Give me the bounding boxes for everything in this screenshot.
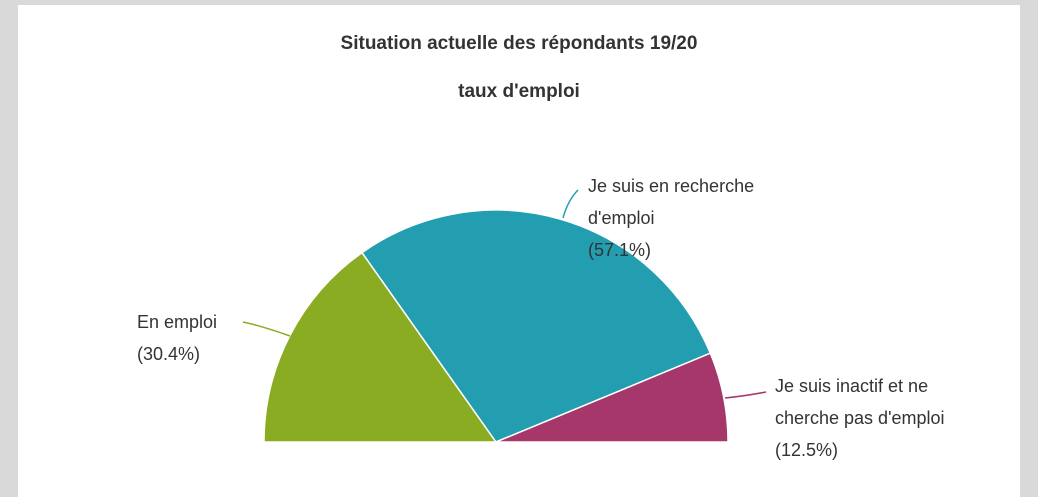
- label-name: Je suis inactif et ne cherche pas d'empl…: [775, 376, 945, 428]
- chart-subtitle: taux d'emploi: [458, 81, 580, 102]
- data-label: En emploi (30.4%): [137, 306, 247, 370]
- slice: [495, 352, 729, 443]
- leader-line: [724, 391, 767, 399]
- label-name: Je suis en recherche d'emploi: [588, 176, 755, 228]
- chart-title: Situation actuelle des répondants 19/20: [340, 33, 698, 54]
- leader-line: [562, 189, 579, 219]
- label-value: (30.4%): [137, 344, 201, 364]
- leader-line: [242, 321, 291, 337]
- label-value: (12.5%): [775, 440, 839, 460]
- slice: [360, 209, 712, 443]
- data-label: Je suis en recherche d'emploi (57.1%): [588, 170, 788, 266]
- label-name: En emploi: [137, 312, 218, 332]
- data-label: Je suis inactif et ne cherche pas d'empl…: [775, 370, 963, 466]
- label-value: (57.1%): [588, 240, 652, 260]
